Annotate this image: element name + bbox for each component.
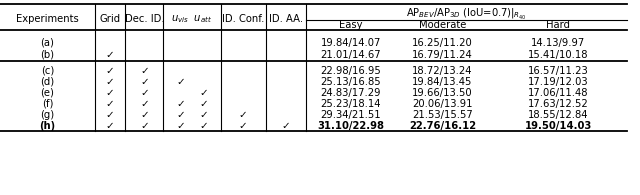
Text: ✓: ✓	[106, 50, 115, 60]
Text: ✓: ✓	[106, 76, 115, 87]
Text: (c): (c)	[41, 66, 54, 76]
Text: 31.10/22.98: 31.10/22.98	[317, 121, 384, 131]
Text: 15.41/10.18: 15.41/10.18	[528, 50, 589, 60]
Text: ✓: ✓	[239, 110, 248, 120]
Text: ✓: ✓	[106, 98, 115, 109]
Text: (h): (h)	[39, 121, 56, 131]
Text: ✓: ✓	[176, 76, 185, 87]
Text: 17.19/12.03: 17.19/12.03	[528, 76, 589, 87]
Text: 25.23/18.14: 25.23/18.14	[321, 98, 381, 109]
Text: 21.53/15.57: 21.53/15.57	[412, 110, 473, 120]
Text: ID. AA.: ID. AA.	[269, 14, 303, 24]
Text: 17.63/12.52: 17.63/12.52	[528, 98, 589, 109]
Text: ✓: ✓	[140, 66, 148, 76]
Text: ✓: ✓	[140, 98, 148, 109]
Text: ✓: ✓	[106, 66, 115, 76]
Text: Hard: Hard	[547, 20, 570, 30]
Text: 21.01/14.67: 21.01/14.67	[321, 50, 381, 60]
Text: 19.50/14.03: 19.50/14.03	[525, 121, 592, 131]
Text: 17.06/11.48: 17.06/11.48	[528, 88, 589, 98]
Text: 22.76/16.12: 22.76/16.12	[409, 121, 476, 131]
Text: (d): (d)	[40, 76, 54, 87]
Text: ✓: ✓	[239, 121, 248, 131]
Text: ✓: ✓	[176, 110, 185, 120]
Text: (e): (e)	[40, 88, 54, 98]
Text: ID. Conf.: ID. Conf.	[222, 14, 264, 24]
Text: ✓: ✓	[140, 121, 148, 131]
Text: ✓: ✓	[140, 88, 148, 98]
Text: 22.98/16.95: 22.98/16.95	[321, 66, 381, 76]
Text: 18.55/12.84: 18.55/12.84	[528, 110, 589, 120]
Text: $u_{vis}$  $u_{att}$: $u_{vis}$ $u_{att}$	[172, 13, 212, 25]
Text: ✓: ✓	[199, 98, 208, 109]
Text: ✓: ✓	[199, 121, 208, 131]
Text: ✓: ✓	[140, 76, 148, 87]
Text: ✓: ✓	[282, 121, 290, 131]
Text: 14.13/9.97: 14.13/9.97	[531, 38, 586, 48]
Text: Experiments: Experiments	[16, 14, 79, 24]
Text: 29.34/21.51: 29.34/21.51	[321, 110, 381, 120]
Text: AP$_{BEV}$/AP$_{3D}$ (IoU=0.7)$|_{R_{40}}$: AP$_{BEV}$/AP$_{3D}$ (IoU=0.7)$|_{R_{40}…	[406, 6, 527, 22]
Text: Moderate: Moderate	[419, 20, 467, 30]
Text: 24.83/17.29: 24.83/17.29	[321, 88, 381, 98]
Text: 20.06/13.91: 20.06/13.91	[412, 98, 473, 109]
Text: ✓: ✓	[176, 121, 185, 131]
Text: 18.72/13.24: 18.72/13.24	[412, 66, 473, 76]
Text: ✓: ✓	[199, 88, 208, 98]
Text: 19.66/13.50: 19.66/13.50	[412, 88, 473, 98]
Text: ✓: ✓	[106, 121, 115, 131]
Text: 16.57/11.23: 16.57/11.23	[528, 66, 589, 76]
Text: ✓: ✓	[199, 110, 208, 120]
Text: Grid: Grid	[99, 14, 121, 24]
Text: ✓: ✓	[140, 110, 148, 120]
Text: Dec. ID.: Dec. ID.	[125, 14, 164, 24]
Text: 19.84/13.45: 19.84/13.45	[412, 76, 473, 87]
Text: ✓: ✓	[176, 98, 185, 109]
Text: (a): (a)	[40, 38, 54, 48]
Text: 16.25/11.20: 16.25/11.20	[412, 38, 473, 48]
Text: Easy: Easy	[339, 20, 362, 30]
Text: 16.79/11.24: 16.79/11.24	[412, 50, 473, 60]
Text: 19.84/14.07: 19.84/14.07	[321, 38, 381, 48]
Text: ✓: ✓	[106, 88, 115, 98]
Text: (g): (g)	[40, 110, 54, 120]
Text: 25.13/16.85: 25.13/16.85	[321, 76, 381, 87]
Text: ✓: ✓	[106, 110, 115, 120]
Text: (b): (b)	[40, 50, 54, 60]
Text: (f): (f)	[42, 98, 53, 109]
